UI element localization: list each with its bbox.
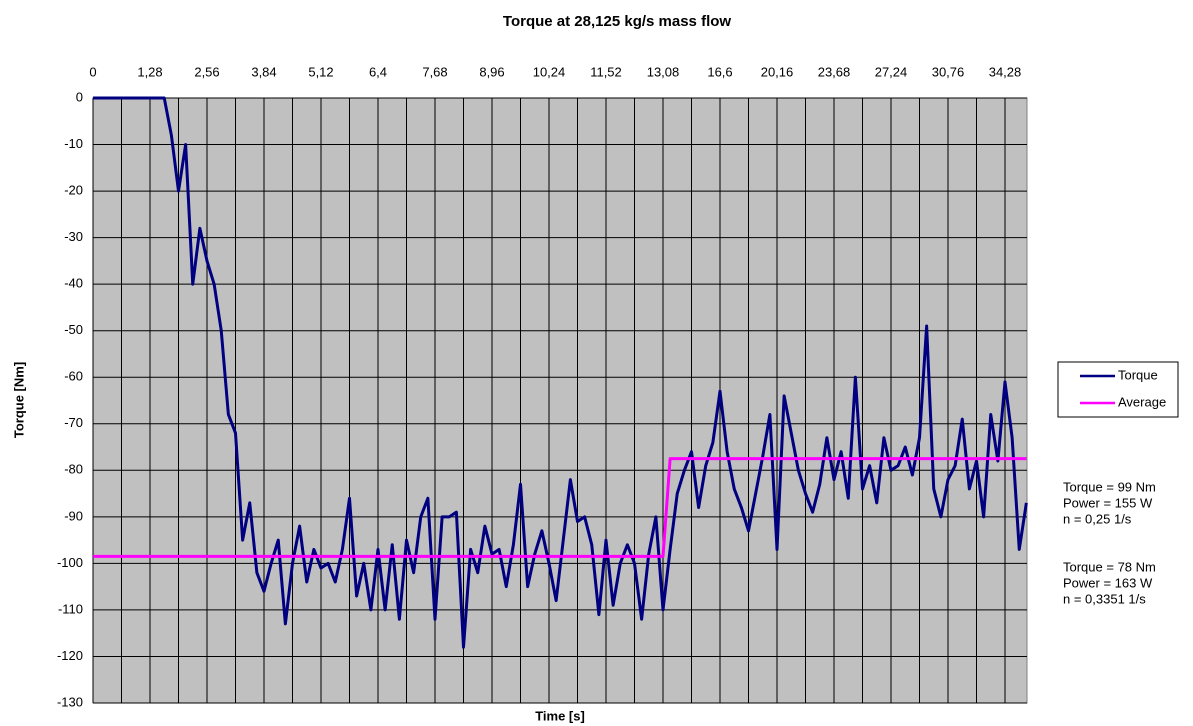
y-tick-label: -10 xyxy=(64,136,83,151)
y-tick-label: -120 xyxy=(57,648,83,663)
y-tick-label: -70 xyxy=(64,415,83,430)
x-tick-label: 7,68 xyxy=(422,64,447,79)
x-tick-label: 0 xyxy=(89,64,96,79)
legend-label: Average xyxy=(1118,394,1166,409)
legend-box xyxy=(1057,361,1179,418)
y-tick-label: -30 xyxy=(64,229,83,244)
y-tick-label: -100 xyxy=(57,555,83,570)
annotation: Torque = 99 Nm xyxy=(1063,479,1156,494)
x-tick-label: 30,76 xyxy=(932,64,965,79)
x-tick-label: 27,24 xyxy=(875,64,908,79)
y-tick-label: -110 xyxy=(58,601,83,616)
annotation: n = 0,3351 1/s xyxy=(1063,591,1146,606)
x-tick-label: 5,12 xyxy=(308,64,333,79)
y-tick-label: -90 xyxy=(64,508,83,523)
x-tick-label: 3,84 xyxy=(251,64,276,79)
y-tick-label: -80 xyxy=(64,462,83,477)
y-tick-label: -130 xyxy=(57,694,83,709)
y-tick-label: -60 xyxy=(64,369,83,384)
y-axis-title: Torque [Nm] xyxy=(11,362,26,438)
annotation: n = 0,25 1/s xyxy=(1063,511,1132,526)
x-tick-label: 11,52 xyxy=(590,64,622,79)
x-tick-label: 2,56 xyxy=(194,64,219,79)
series-line xyxy=(93,457,1027,558)
y-tick-label: -40 xyxy=(64,276,83,291)
plot-area xyxy=(92,97,1028,704)
chart-title: Torque at 28,125 kg/s mass flow xyxy=(503,13,731,30)
series-line xyxy=(93,96,1028,649)
x-tick-label: 13,08 xyxy=(647,64,680,79)
annotation: Power = 155 W xyxy=(1063,495,1153,510)
y-tick-label: -20 xyxy=(64,183,83,198)
x-tick-label: 8,96 xyxy=(479,64,504,79)
x-tick-label: 23,68 xyxy=(818,64,851,79)
x-axis-title: Time [s] xyxy=(535,708,585,723)
annotation: Torque = 78 Nm xyxy=(1063,559,1156,574)
x-tick-label: 34,28 xyxy=(989,64,1022,79)
x-tick-label: 6,4 xyxy=(369,64,387,79)
x-tick-label: 1,28 xyxy=(137,64,162,79)
x-tick-label: 16,6 xyxy=(707,64,732,79)
x-tick-label: 10,24 xyxy=(533,64,566,79)
y-tick-label: -50 xyxy=(64,322,83,337)
x-tick-label: 20,16 xyxy=(761,64,794,79)
y-tick-label: 0 xyxy=(76,89,83,104)
annotation: Power = 163 W xyxy=(1063,575,1153,590)
legend-label: Torque xyxy=(1118,367,1158,382)
